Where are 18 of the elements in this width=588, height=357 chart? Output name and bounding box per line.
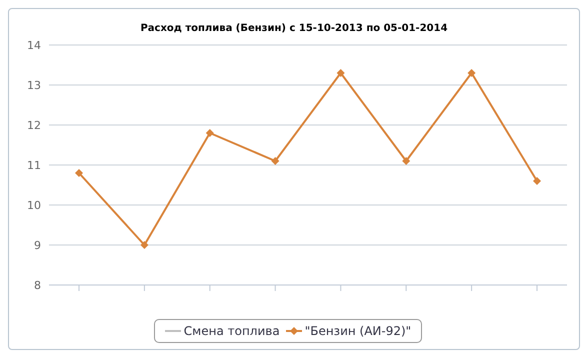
y-tick-label: 8 — [34, 278, 41, 292]
y-tick-label: 13 — [27, 78, 41, 92]
legend-label: Смена топлива — [182, 324, 280, 338]
point — [75, 169, 83, 177]
y-tick-label: 9 — [34, 238, 41, 252]
point — [402, 157, 410, 165]
chart-title: Расход топлива (Бензин) с 15-10-2013 по 05-01-2014 — [139, 23, 449, 36]
y-tick-label: 12 — [27, 118, 41, 132]
point — [206, 129, 214, 137]
point — [468, 69, 476, 77]
legend-label: "Бензин (АИ-92)" — [304, 324, 412, 338]
point — [533, 177, 541, 185]
point — [271, 157, 280, 165]
point — [140, 241, 148, 249]
y-tick-label: 11 — [27, 158, 41, 172]
y-tick-label: 14 — [27, 38, 41, 52]
y-tick-label: 10 — [27, 198, 41, 212]
point — [336, 69, 345, 77]
